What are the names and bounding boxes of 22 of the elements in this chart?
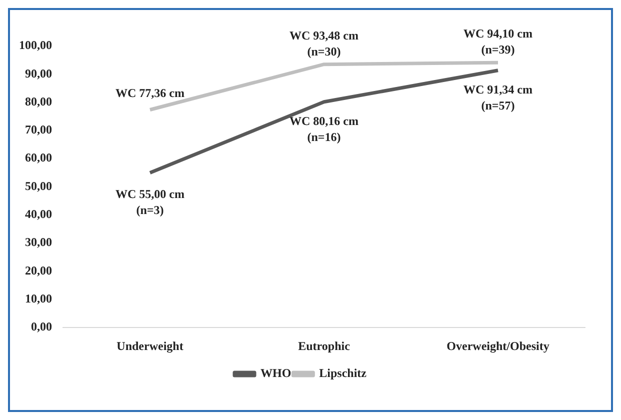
data-label: WC 77,36 cm [116, 86, 184, 100]
y-tick-label: 70,00 [25, 122, 52, 137]
y-tick-label: 10,00 [25, 292, 52, 306]
y-tick-label: 60,00 [25, 150, 52, 165]
y-tick-label: 30,00 [25, 235, 52, 250]
data-label: WC 80,16 cm (n=16) [290, 114, 358, 144]
y-tick-label: 90,00 [25, 66, 52, 80]
y-tick-label: 80,00 [25, 94, 52, 108]
data-label: WC 94,10 cm (n=39) [464, 26, 532, 57]
legend-label: Lipschitz [319, 366, 368, 380]
y-tick-label: 0,00 [31, 320, 52, 334]
data-label: WC 91,34 cm (n=57) [464, 82, 532, 112]
y-tick-label: 50,00 [25, 178, 52, 193]
y-tick-label: 100,00 [19, 38, 52, 52]
x-tick-label: Eutrophic [298, 338, 351, 353]
data-label: WC 93,48 cm (n=30) [290, 28, 358, 58]
legend-label: WHO [260, 366, 292, 380]
y-tick-label: 20,00 [25, 263, 52, 278]
x-tick-label: Overweight/Obesity [446, 338, 550, 353]
y-tick-label: 40,00 [25, 207, 52, 222]
data-label: WC 55,00 cm (n=3) [116, 186, 184, 217]
x-tick-label: Underweight [116, 338, 184, 353]
